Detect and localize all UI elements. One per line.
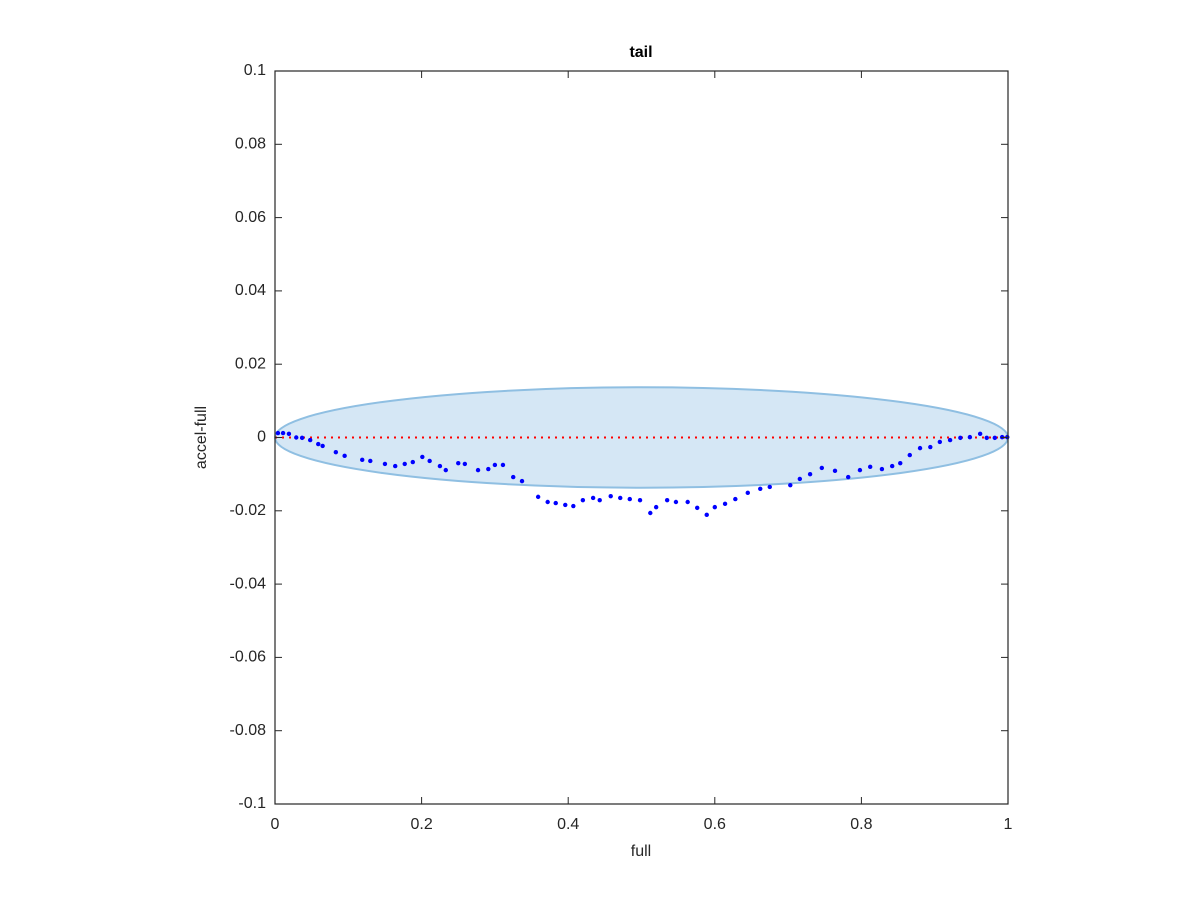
x-tick-label: 0.2 <box>410 816 432 833</box>
point <box>898 460 903 466</box>
point <box>673 499 679 505</box>
point <box>917 445 923 451</box>
y-tick-label: -0.04 <box>230 575 267 592</box>
point <box>553 500 558 506</box>
point <box>492 462 498 468</box>
point <box>648 510 653 516</box>
point <box>342 453 347 459</box>
y-tick-label: 0.1 <box>244 62 266 79</box>
point <box>618 495 623 501</box>
x-tick-label: 0.4 <box>557 816 579 833</box>
point <box>307 437 313 443</box>
point <box>590 495 596 501</box>
point <box>984 435 989 441</box>
point <box>320 443 325 449</box>
y-tick-label: 0.06 <box>235 209 266 226</box>
point <box>907 452 912 458</box>
point <box>627 496 632 502</box>
point <box>299 435 305 441</box>
point <box>695 505 700 511</box>
point <box>393 463 398 469</box>
x-tick-label: 0.8 <box>850 816 872 833</box>
point <box>286 431 292 437</box>
point <box>475 467 481 473</box>
point <box>316 441 321 447</box>
point <box>664 497 670 503</box>
point <box>745 490 750 496</box>
y-tick-label: 0.08 <box>235 136 266 153</box>
point <box>535 494 541 500</box>
point <box>294 435 299 440</box>
point <box>712 504 717 510</box>
point <box>788 482 793 488</box>
point <box>420 454 425 460</box>
point <box>685 499 690 505</box>
point <box>456 460 461 466</box>
y-tick-label: -0.08 <box>230 722 267 739</box>
point <box>519 478 525 484</box>
point <box>653 504 659 510</box>
point <box>637 497 643 503</box>
point <box>733 496 738 502</box>
point <box>382 461 388 467</box>
point <box>427 458 432 464</box>
x-tick-label: 0.6 <box>704 816 726 833</box>
x-tick-label: 0 <box>271 816 280 833</box>
point <box>807 471 813 477</box>
point <box>846 474 851 480</box>
y-tick-label: -0.06 <box>230 649 267 666</box>
point <box>608 493 613 499</box>
point <box>597 497 602 503</box>
y-tick-label: -0.1 <box>238 795 266 812</box>
point <box>410 459 416 465</box>
point <box>857 467 863 473</box>
x-axis-label: full <box>631 843 651 860</box>
point <box>275 430 281 436</box>
point <box>580 497 586 503</box>
point <box>500 462 506 468</box>
point <box>704 512 709 518</box>
x-tick-label: 1 <box>1004 816 1013 833</box>
y-axis-label: accel-full <box>193 406 210 469</box>
point <box>947 437 953 443</box>
y-tick-label: -0.02 <box>230 502 267 519</box>
point <box>758 486 763 492</box>
point <box>992 435 998 441</box>
point <box>967 434 973 440</box>
point <box>511 474 516 480</box>
point <box>819 465 825 471</box>
y-tick-label: 0 <box>257 429 266 446</box>
point <box>333 449 339 455</box>
point <box>928 444 933 450</box>
point <box>958 435 963 441</box>
point <box>889 463 895 469</box>
point <box>443 467 448 473</box>
point <box>797 476 803 482</box>
point <box>867 464 873 470</box>
point <box>368 458 373 464</box>
chart-title: tail <box>629 44 652 61</box>
point <box>767 484 772 490</box>
point <box>937 439 943 445</box>
point <box>571 503 576 509</box>
point <box>437 463 443 469</box>
point <box>280 430 286 436</box>
point <box>462 461 468 467</box>
point <box>977 431 983 437</box>
y-tick-label: 0.04 <box>235 282 266 299</box>
point <box>832 468 838 474</box>
point <box>360 457 365 463</box>
point <box>486 466 491 472</box>
point <box>563 502 568 508</box>
point <box>722 501 728 507</box>
y-tick-label: 0.02 <box>235 355 266 372</box>
point <box>402 461 407 467</box>
point <box>879 466 885 472</box>
point <box>545 499 550 505</box>
